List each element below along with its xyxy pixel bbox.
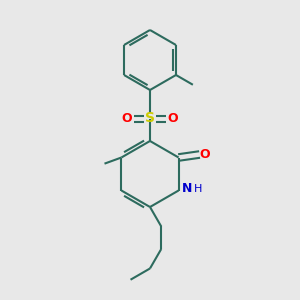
Text: H: H (194, 184, 202, 194)
Text: O: O (168, 112, 178, 125)
Text: S: S (145, 112, 155, 125)
Text: O: O (200, 148, 210, 161)
Text: N: N (182, 182, 192, 196)
Text: O: O (122, 112, 132, 125)
